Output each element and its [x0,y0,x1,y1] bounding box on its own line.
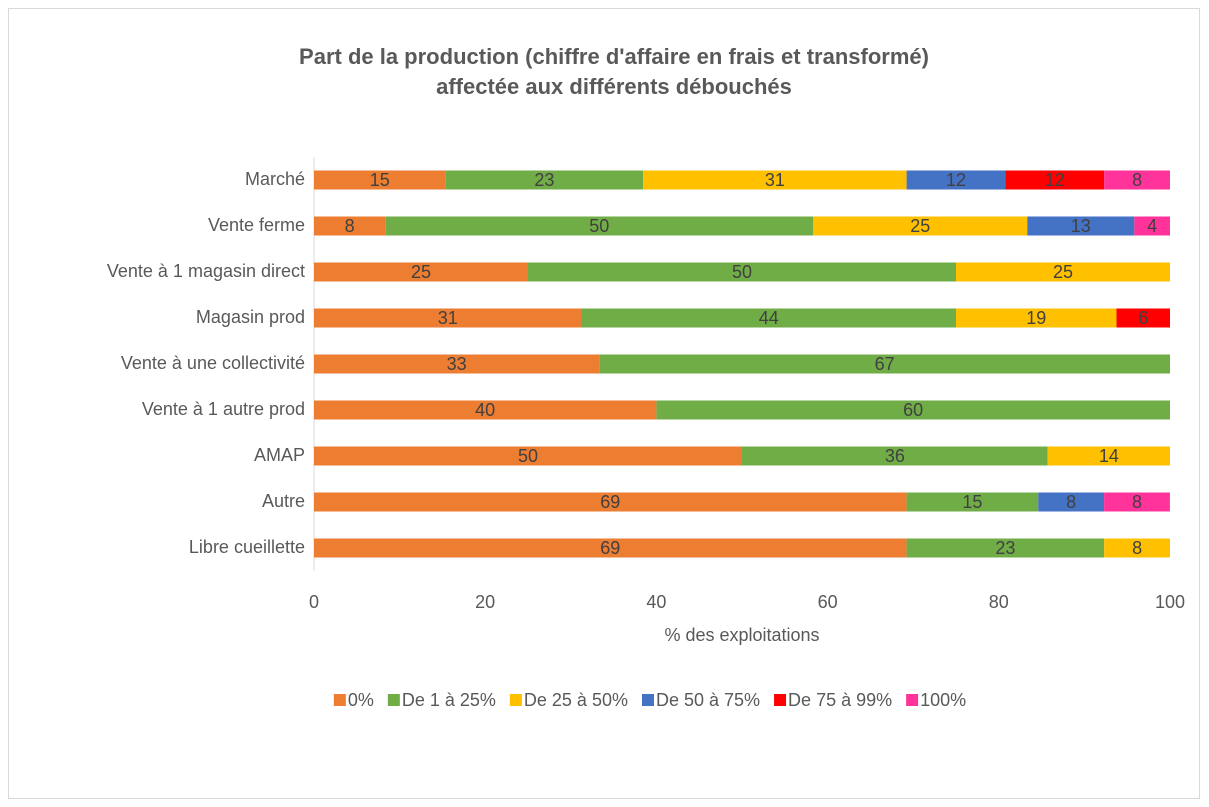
legend-swatch [906,694,919,706]
bar-segment [956,262,1170,282]
legend-label: 0% [348,690,374,710]
bar-segment [742,446,1048,466]
data-label: 19 [1026,308,1046,328]
legend-swatch [774,694,787,706]
y-tick-label: Marché [245,169,305,189]
legend-swatch [641,694,654,706]
bar-segment [1104,538,1170,558]
data-label: 15 [370,170,390,190]
bar-segment [314,308,582,328]
data-label: 4 [1147,216,1157,236]
chart-title: affectée aux différents débouchés [436,74,792,99]
data-label: 44 [759,308,779,328]
bar-segment [1104,170,1170,190]
y-tick-label: Autre [262,491,305,511]
data-label: 67 [875,354,895,374]
bar-segment [906,170,1006,190]
data-label: 25 [1053,262,1073,282]
bar-segment [1005,170,1105,190]
y-tick-label: Magasin prod [196,307,305,327]
data-label: 12 [1045,170,1065,190]
bar-segment [1116,308,1170,328]
bar-segment [813,216,1028,236]
bar-segment [1038,492,1105,512]
x-tick-label: 0 [309,592,319,612]
bar-segment [956,308,1117,328]
bar-segment [906,492,1039,512]
bar-segment [599,354,1170,374]
legend-swatch [387,694,400,706]
data-label: 8 [345,216,355,236]
legend-label: 100% [920,690,966,710]
data-label: 69 [600,492,620,512]
data-label: 31 [438,308,458,328]
data-label: 13 [1071,216,1091,236]
data-label: 14 [1099,446,1119,466]
x-tick-label: 60 [818,592,838,612]
bar-segment [314,170,446,190]
bar-segment [1027,216,1135,236]
bar-segment [314,400,657,420]
data-label: 15 [962,492,982,512]
data-label: 6 [1138,308,1148,328]
bar-segment [1104,492,1170,512]
legend-swatch [333,694,346,706]
bar-segment [314,262,528,282]
bar-segment [314,354,600,374]
data-label: 60 [903,400,923,420]
legend-swatch [509,694,522,706]
data-label: 31 [765,170,785,190]
bar-segment [643,170,907,190]
x-tick-label: 80 [989,592,1009,612]
x-axis-title: % des exploitations [664,625,819,645]
data-label: 8 [1132,492,1142,512]
data-label: 8 [1132,538,1142,558]
data-label: 40 [475,400,495,420]
x-tick-label: 40 [646,592,666,612]
y-tick-label: Vente à 1 magasin direct [107,261,305,281]
x-tick-label: 20 [475,592,495,612]
data-label: 50 [589,216,609,236]
data-label: 50 [518,446,538,466]
bar-segment [1047,446,1170,466]
y-tick-label: Vente à une collectivité [121,353,305,373]
data-label: 8 [1132,170,1142,190]
bar-segment [314,492,907,512]
data-label: 25 [411,262,431,282]
bar-segment [656,400,1170,420]
data-label: 50 [732,262,752,282]
data-label: 25 [910,216,930,236]
y-tick-label: Vente à 1 autre prod [142,399,305,419]
data-label: 23 [995,538,1015,558]
data-label: 8 [1066,492,1076,512]
bar-segment [385,216,814,236]
chart-title: Part de la production (chiffre d'affaire… [299,44,929,69]
legend-label: De 50 à 75% [656,690,760,710]
legend-label: De 1 à 25% [402,690,496,710]
bar-segment [445,170,644,190]
legend-label: De 75 à 99% [788,690,892,710]
legend-label: De 25 à 50% [524,690,628,710]
bar-segment [581,308,956,328]
y-tick-label: AMAP [254,445,305,465]
data-label: 69 [600,538,620,558]
bar-segment [906,538,1105,558]
data-label: 12 [946,170,966,190]
data-label: 33 [447,354,467,374]
data-label: 36 [885,446,905,466]
y-tick-label: Libre cueillette [189,537,305,557]
y-tick-label: Vente ferme [208,215,305,235]
bar-segment [528,262,956,282]
bar-segment [314,446,742,466]
bar-segment [314,216,386,236]
bar-segment [1134,216,1170,236]
bar-segment [314,538,907,558]
x-tick-label: 100 [1155,592,1185,612]
data-label: 23 [534,170,554,190]
legend: 0% De 1 à 25% De 25 à 50% De 50 à 75% De 75 … [333,690,966,710]
